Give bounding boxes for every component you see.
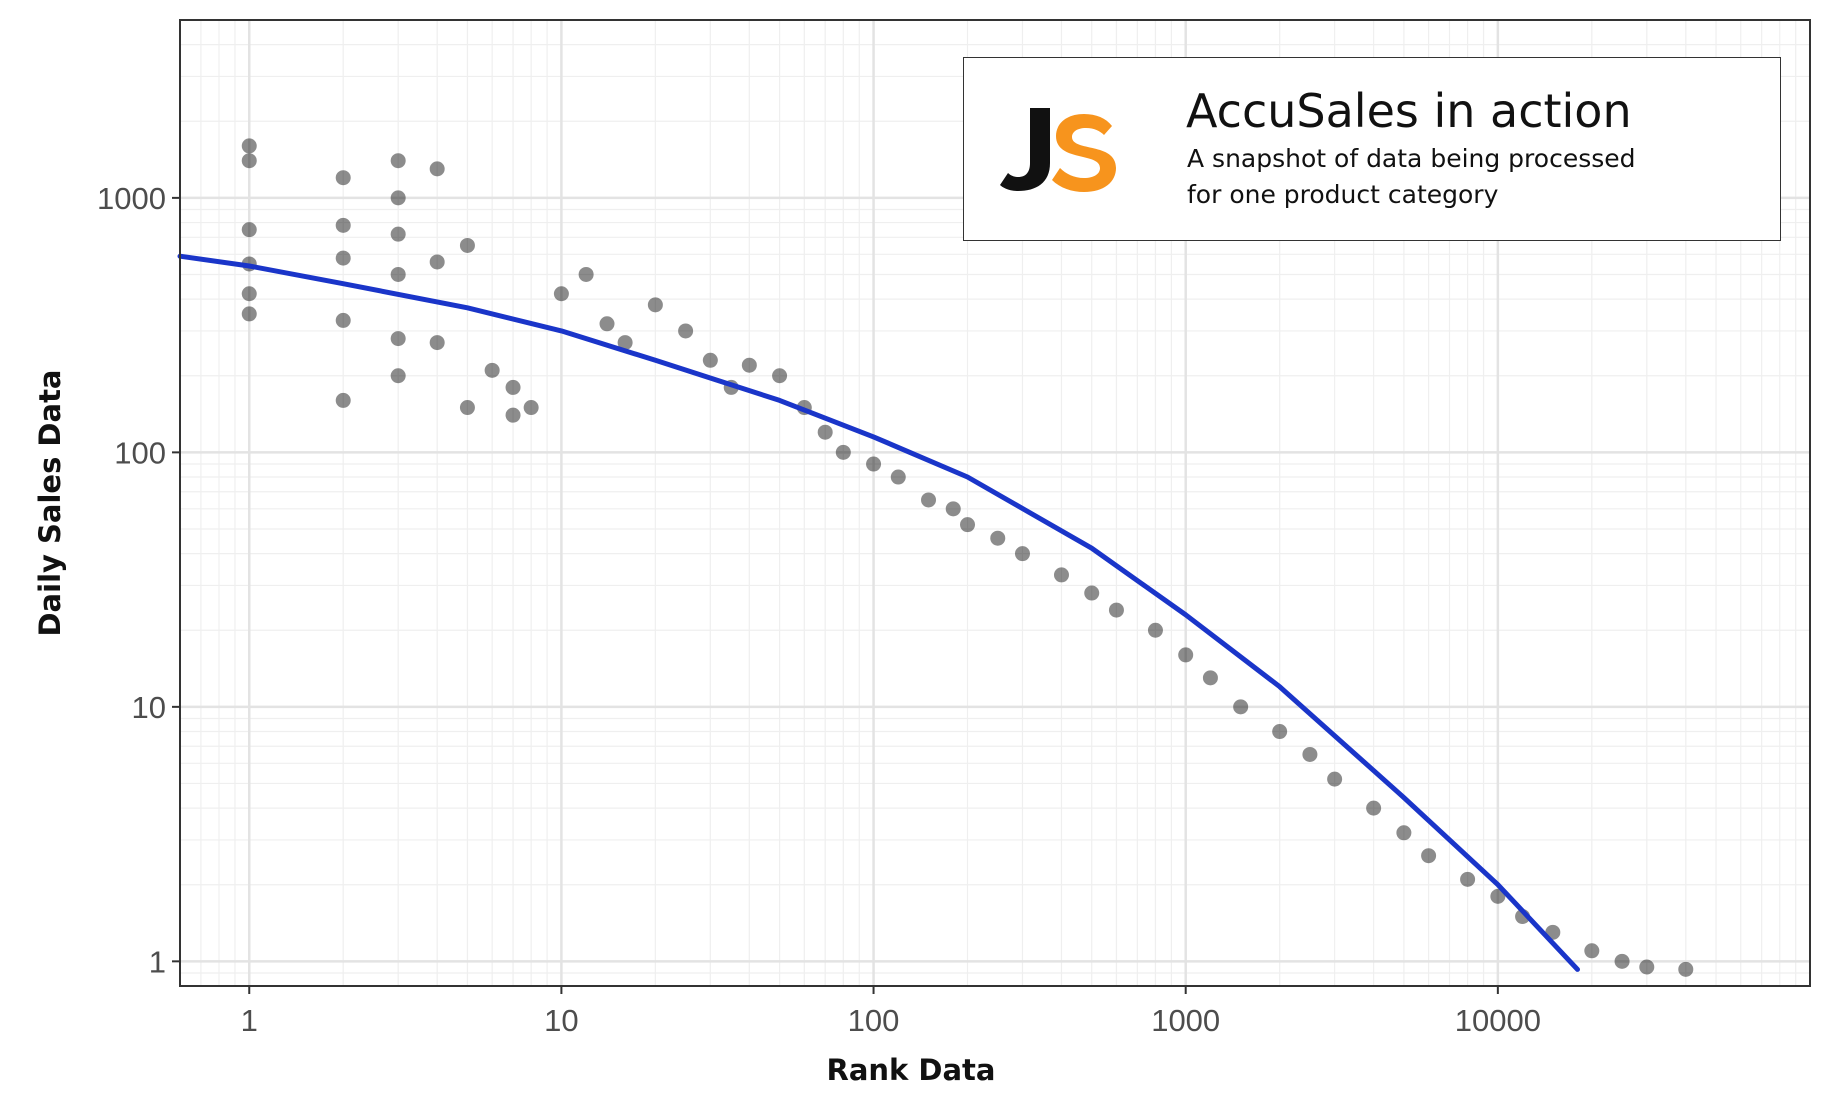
scatter-point — [741, 357, 757, 373]
logo-j-icon — [1000, 108, 1050, 191]
scatter-point — [241, 153, 257, 169]
scatter-point — [1014, 546, 1030, 562]
scatter-point — [772, 368, 788, 384]
legend-subtitle-line-1: A snapshot of data being processed — [1187, 144, 1636, 173]
legend-subtitle-line-2: for one product category — [1187, 180, 1499, 209]
scatter-point — [484, 362, 500, 378]
x-tick-label: 1000 — [1151, 1003, 1220, 1038]
scatter-point — [390, 331, 406, 347]
scatter-point — [617, 335, 633, 351]
scatter-point — [335, 312, 351, 328]
y-tick-label: 1000 — [97, 181, 166, 216]
scatter-point — [578, 266, 594, 282]
x-tick-label: 100 — [848, 1003, 900, 1038]
scatter-point — [1302, 746, 1318, 762]
scatter-point — [678, 323, 694, 339]
scatter-point — [1053, 567, 1069, 583]
scatter-point — [241, 138, 257, 154]
scatter-point — [429, 161, 445, 177]
js-logo-icon — [1000, 108, 1116, 192]
scatter-point — [1272, 724, 1288, 740]
scatter-point — [599, 316, 615, 332]
scatter-point — [1108, 602, 1124, 618]
scatter-point — [1614, 953, 1630, 969]
x-tick-label: 10 — [544, 1003, 578, 1038]
scatter-point — [390, 226, 406, 242]
scatter-point — [1147, 622, 1163, 638]
scatter-point — [390, 190, 406, 206]
scatter-point — [1584, 943, 1600, 959]
scatter-point — [1490, 888, 1506, 904]
scatter-point — [241, 306, 257, 322]
y-axis-title: Daily Sales Data — [33, 369, 67, 636]
x-tick-label: 1 — [241, 1003, 258, 1038]
scatter-point — [1421, 848, 1437, 864]
scatter-point — [523, 400, 539, 416]
scatter-point — [1639, 959, 1655, 975]
y-tick-label: 1 — [149, 944, 166, 979]
scatter-point — [241, 286, 257, 302]
scatter-point — [1178, 647, 1194, 663]
scatter-point — [505, 407, 521, 423]
logo-s-icon — [1052, 114, 1116, 192]
scatter-point — [702, 352, 718, 368]
legend-box — [963, 57, 1781, 241]
x-axis-title: Rank Data — [826, 1053, 995, 1087]
axis-ticks: 1 10 100 1000 10000 1 10 100 1000 — [97, 181, 1541, 1038]
scatter-point — [1233, 699, 1249, 715]
scatter-point — [960, 517, 976, 533]
scatter-point — [921, 492, 937, 508]
x-tick-label: 10000 — [1455, 1003, 1541, 1038]
fit-curve-layer — [177, 253, 1580, 972]
scatter-point — [835, 444, 851, 460]
scatter-point — [459, 400, 475, 416]
scatter-point — [817, 424, 833, 440]
scatter-point — [945, 501, 961, 517]
scatter-point — [429, 335, 445, 351]
scatter-point — [1366, 800, 1382, 816]
scatter-point — [390, 266, 406, 282]
scatter-point — [1202, 670, 1218, 686]
scatter-point — [1327, 771, 1343, 787]
scatter-point — [1396, 825, 1412, 841]
fit-curve — [177, 253, 1580, 972]
scatter-point — [890, 469, 906, 485]
scatter-point — [1460, 871, 1476, 887]
scatter-point — [241, 222, 257, 238]
scatter-points — [241, 138, 1694, 977]
legend-title: AccuSales in action — [1186, 84, 1632, 138]
scatter-point — [390, 153, 406, 169]
scatter-point — [459, 237, 475, 253]
scatter-point — [429, 254, 445, 270]
scatter-point — [335, 217, 351, 233]
scatter-point — [335, 250, 351, 266]
scatter-point — [335, 170, 351, 186]
scatter-point — [647, 297, 663, 313]
scatter-point — [553, 286, 569, 302]
plot-border — [179, 19, 1811, 987]
y-tick-label: 10 — [132, 690, 166, 725]
scatter-point — [335, 392, 351, 408]
scatter-point — [390, 368, 406, 384]
grid-major — [180, 20, 1810, 986]
scatter-point — [990, 530, 1006, 546]
scatter-point — [866, 456, 882, 472]
y-tick-label: 100 — [114, 435, 166, 470]
legend-subtitle: A snapshot of data being processed for o… — [1187, 141, 1636, 213]
scatter-point — [505, 379, 521, 395]
scatter-point — [1678, 961, 1694, 977]
scatter-point — [1084, 585, 1100, 601]
